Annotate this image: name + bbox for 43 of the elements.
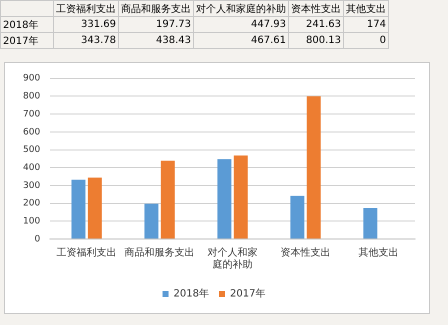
y-tick-label: 700 xyxy=(22,109,40,120)
x-tick-label: 对个人和家 庭的补助 xyxy=(208,246,258,271)
bar xyxy=(217,159,232,238)
y-tick-label: 0 xyxy=(34,234,40,244)
y-tick-label: 500 xyxy=(22,145,40,156)
bar xyxy=(88,178,102,238)
y-tick-label: 900 xyxy=(22,74,40,84)
bar xyxy=(290,196,304,238)
data-label: 467.61 xyxy=(194,32,288,48)
legend-label: 2018年 xyxy=(174,288,210,300)
data-label: 343.78 xyxy=(54,32,118,48)
category-label: 对个人和家庭的补助 xyxy=(196,4,286,14)
data-label: 241.63 xyxy=(288,16,344,32)
x-tick-label: 工资福利支出 xyxy=(56,246,117,259)
data-label: 0 xyxy=(344,32,388,48)
text: 2017年 xyxy=(3,36,38,46)
bar xyxy=(234,156,248,238)
bar xyxy=(160,160,175,238)
category-label: 资本性支出 xyxy=(291,4,341,14)
category-label: 工资福利支出 xyxy=(56,4,116,14)
data-label: 174 xyxy=(344,16,388,32)
bar xyxy=(144,204,158,238)
x-tick-label: 其他支出 xyxy=(358,246,399,259)
y-tick-label: 300 xyxy=(22,180,40,191)
x-tick-label: 商品和服务支出 xyxy=(124,246,195,259)
data-label: 197.73 xyxy=(118,16,194,32)
bar xyxy=(306,96,321,238)
y-tick-label: 800 xyxy=(22,92,40,102)
text: 2018年 xyxy=(3,20,38,30)
bar xyxy=(71,180,86,238)
y-tick-label: 400 xyxy=(22,162,40,173)
data-label: 447.93 xyxy=(194,16,288,32)
x-tick-label: 资本性支出 xyxy=(280,246,331,259)
category-label: 商品和服务支出 xyxy=(121,4,191,14)
data-label: 331.69 xyxy=(54,16,118,32)
data-label: 438.43 xyxy=(118,32,194,48)
y-tick-label: 100 xyxy=(22,216,40,226)
legend-label: 2017年 xyxy=(230,288,266,300)
category-label: 其他支出 xyxy=(346,4,386,14)
y-tick-label: 600 xyxy=(22,127,40,138)
data-label: 800.13 xyxy=(288,32,344,48)
y-tick-label: 200 xyxy=(22,198,40,209)
bar xyxy=(363,208,378,238)
